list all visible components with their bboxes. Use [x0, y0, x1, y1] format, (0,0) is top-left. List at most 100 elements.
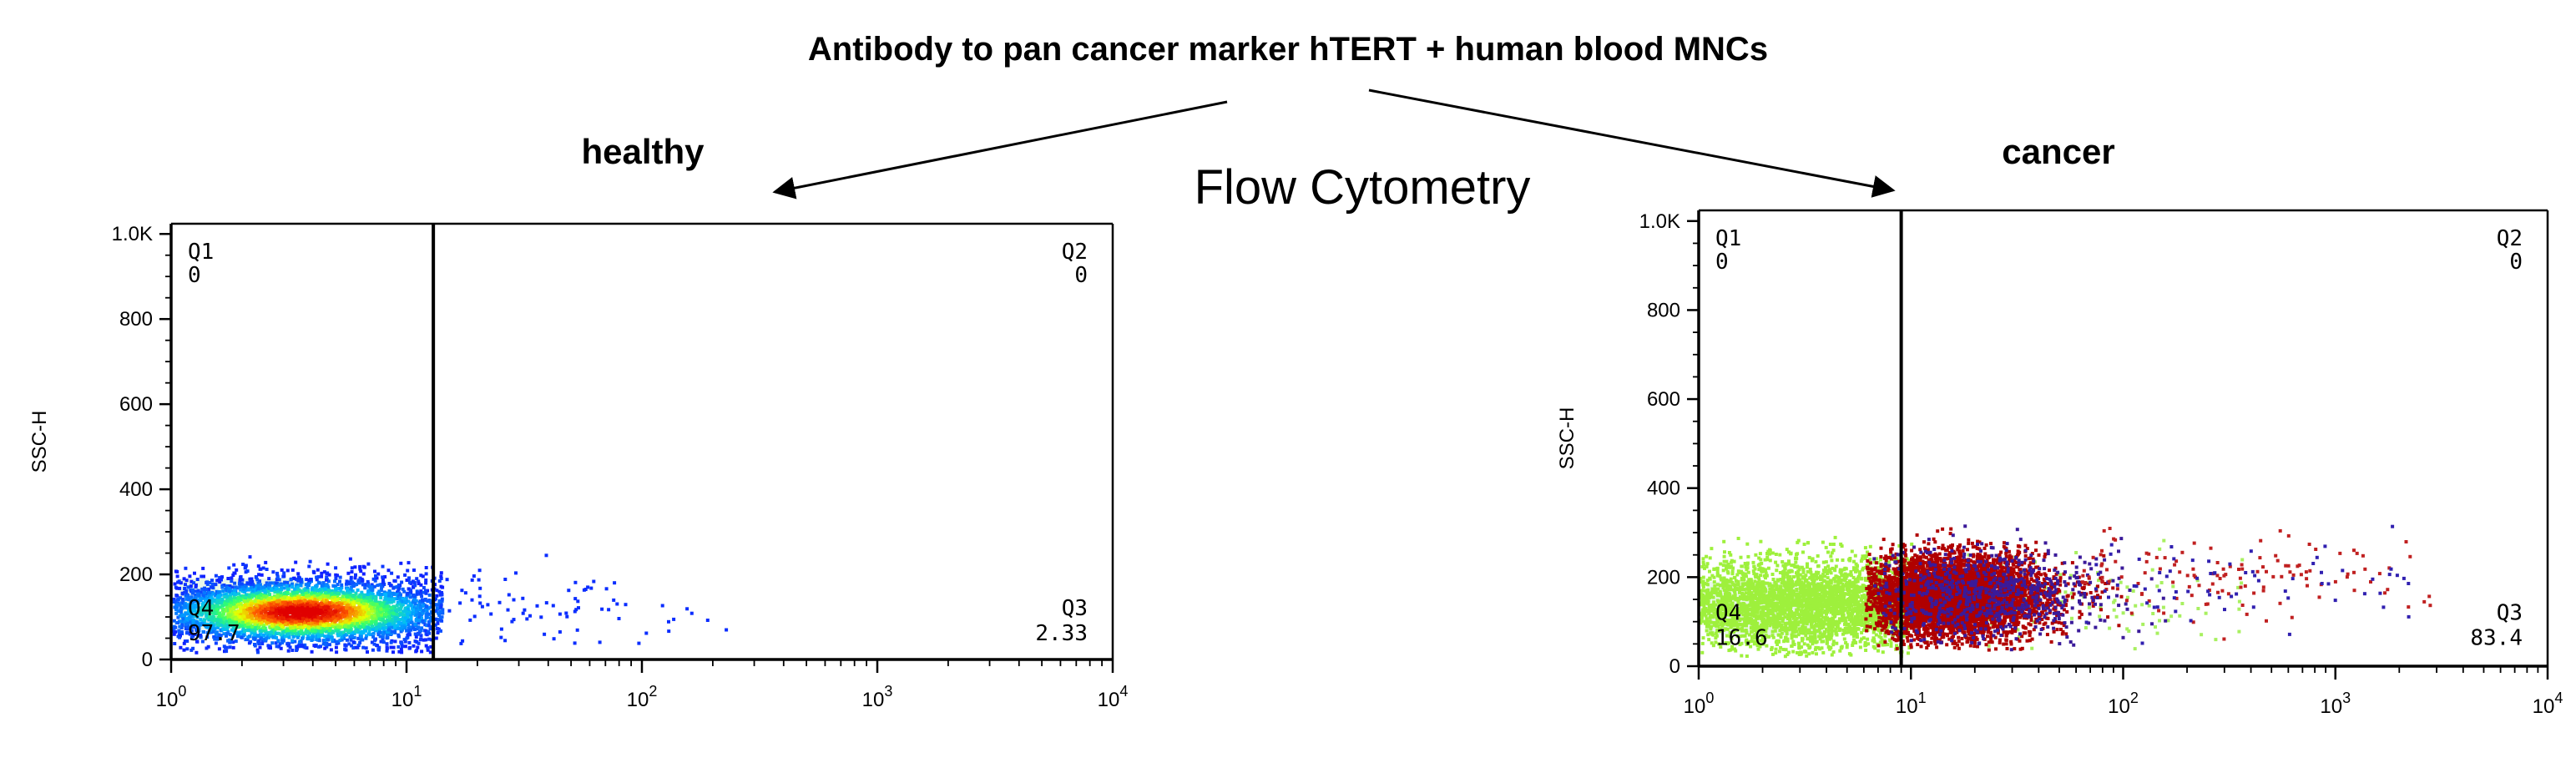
event-dot [396, 600, 400, 604]
event-dot [391, 598, 396, 602]
event-dot [573, 641, 577, 645]
event-dot [408, 603, 412, 607]
event-dot [255, 604, 259, 608]
event-dot [346, 590, 349, 594]
event-dot [280, 568, 284, 572]
event-dot [217, 591, 220, 595]
event-dot [276, 624, 280, 628]
event-dot [415, 592, 419, 596]
event-dot [386, 568, 391, 573]
event-dot [214, 574, 218, 578]
event-dot [1816, 606, 1821, 609]
event-dot [295, 649, 299, 652]
event-dot [306, 589, 311, 594]
event-dot [399, 647, 403, 651]
event-dot [350, 634, 354, 639]
event-dot [307, 622, 311, 626]
event-dot [206, 604, 210, 608]
event-dot [428, 650, 432, 654]
event-dot [1831, 643, 1836, 647]
event-dot [317, 639, 321, 643]
event-dot [342, 636, 346, 640]
event-dot [1775, 584, 1779, 589]
event-dot [190, 588, 194, 592]
event-dot [261, 624, 265, 628]
event-dot [226, 639, 230, 643]
event-dot [273, 604, 277, 609]
event-dot [327, 629, 331, 633]
event-dot [214, 641, 218, 645]
event-dot [292, 618, 296, 622]
event-dot [403, 613, 407, 617]
event-dot [409, 601, 412, 605]
event-dot [320, 629, 324, 634]
event-dot [290, 619, 294, 624]
event-dot [300, 619, 303, 624]
event-dot [275, 631, 280, 635]
event-dot [346, 599, 351, 603]
event-dot [224, 602, 228, 606]
event-dot [425, 605, 429, 609]
event-dot [207, 591, 211, 595]
event-dot [303, 604, 306, 608]
event-dot [184, 579, 189, 583]
event-dot [290, 615, 295, 619]
event-dot [408, 625, 412, 629]
event-dot [402, 620, 407, 624]
event-dot [391, 618, 396, 622]
event-dot [240, 589, 245, 594]
event-dot [266, 607, 270, 611]
event-dot [206, 606, 210, 610]
event-dot [413, 622, 417, 626]
event-dot [228, 609, 231, 614]
event-dot [283, 595, 287, 599]
event-dot [558, 630, 562, 634]
event-dot [424, 644, 428, 648]
event-dot [296, 606, 301, 610]
event-dot [415, 640, 419, 644]
event-dot [259, 567, 263, 571]
event-dot [268, 633, 272, 637]
event-dot [273, 629, 277, 634]
event-dot [313, 644, 317, 648]
event-dot [412, 593, 416, 597]
event-dot [380, 585, 384, 589]
event-dot [396, 624, 400, 628]
event-dot [205, 588, 208, 592]
event-dot [300, 578, 304, 582]
event-dot [228, 606, 232, 610]
event-dot [412, 624, 416, 628]
event-dot [303, 612, 307, 616]
event-dot [395, 593, 399, 597]
event-dot [383, 575, 387, 579]
event-dot [292, 614, 296, 618]
event-dot [341, 609, 345, 614]
event-dot [1811, 642, 1815, 646]
event-dot [525, 617, 529, 621]
event-dot [399, 561, 403, 565]
event-dot [210, 610, 214, 614]
event-dot [228, 584, 232, 588]
event-dot [371, 631, 376, 635]
healthy-population-2 [445, 553, 729, 645]
event-dot [195, 599, 200, 603]
event-dot [237, 602, 240, 606]
event-dot [329, 631, 333, 635]
event-dot [273, 633, 277, 637]
event-dot [256, 650, 260, 654]
event-dot [286, 644, 290, 648]
event-dot [282, 623, 285, 627]
event-dot [401, 644, 404, 649]
event-dot [351, 611, 355, 615]
event-dot [358, 576, 362, 580]
event-dot [316, 568, 320, 572]
event-dot [354, 607, 357, 611]
event-dot [300, 605, 304, 609]
event-dot [343, 624, 347, 629]
event-dot [232, 604, 236, 609]
event-dot [391, 592, 396, 596]
event-dot [350, 609, 354, 614]
event-dot [268, 581, 272, 585]
event-dot [316, 621, 320, 625]
healthy-x-tick-label: 101 [391, 683, 422, 711]
